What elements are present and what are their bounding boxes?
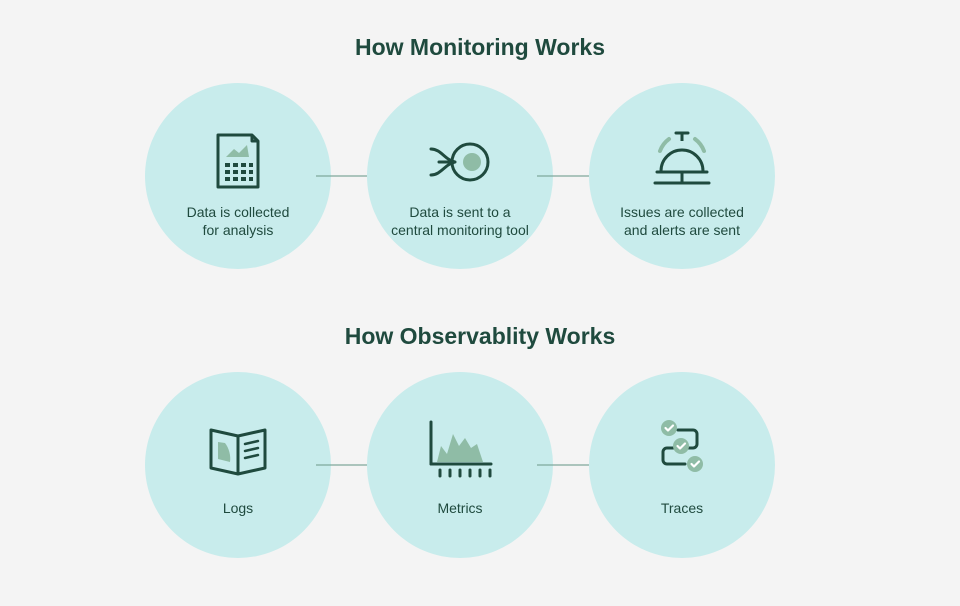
observability-step-logs: Logs — [145, 372, 331, 558]
step-label: Metrics — [437, 500, 483, 516]
document-chart-icon — [203, 127, 273, 197]
observability-step-metrics: Metrics — [367, 372, 553, 558]
step-label: Data is sent to a central monitoring too… — [391, 204, 529, 238]
step-label: Issues are collected and alerts are sent — [620, 204, 744, 238]
open-book-icon — [203, 416, 273, 486]
bell-icon — [647, 127, 717, 197]
area-chart-icon — [425, 416, 495, 486]
step-label: Data is collected for analysis — [186, 204, 290, 238]
monitoring-step-data-collected: Data is collected for analysis — [145, 83, 331, 269]
step-label: Traces — [660, 500, 704, 516]
trace-checklist-icon — [647, 416, 717, 486]
data-flow-icon — [425, 127, 495, 197]
step-label: Logs — [222, 500, 254, 516]
monitoring-step-alerts: Issues are collected and alerts are sent — [589, 83, 775, 269]
observability-title: How Observablity Works — [344, 323, 616, 349]
monitoring-title: How Monitoring Works — [354, 34, 605, 60]
observability-step-traces: Traces — [589, 372, 775, 558]
monitoring-step-data-sent: Data is sent to a central monitoring too… — [367, 83, 553, 269]
